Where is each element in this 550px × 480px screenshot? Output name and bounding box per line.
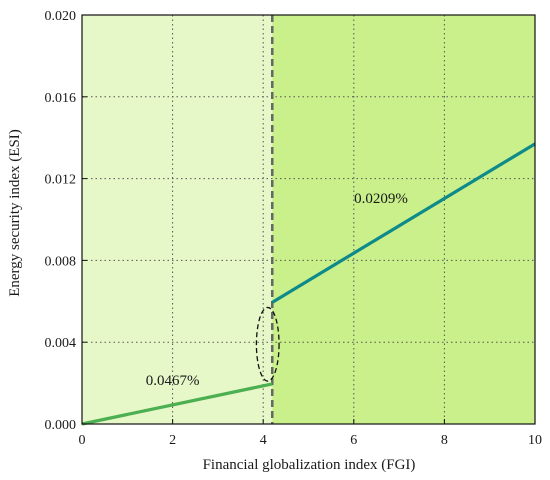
x-axis-title: Financial globalization index (FGI) xyxy=(203,457,416,473)
x-tick-label-4: 8 xyxy=(441,433,448,448)
series-line-1 xyxy=(81,382,273,426)
jump-marker-ellipse xyxy=(255,306,280,382)
plot-frame xyxy=(81,14,536,425)
y-tick-label-2: 0.008 xyxy=(45,254,77,269)
x-tick-label-1: 2 xyxy=(169,433,176,448)
y-tick-label-0: 0.000 xyxy=(45,418,77,433)
x-tick-label-2: 4 xyxy=(260,433,267,448)
region-2 xyxy=(272,15,535,424)
y-tick-label-3: 0.012 xyxy=(45,173,77,188)
y-tick-label-4: 0.016 xyxy=(45,91,77,106)
x-tick-label-5: 10 xyxy=(528,433,542,448)
y-tick-label-1: 0.004 xyxy=(45,336,77,351)
y-tick-label-5: 0.020 xyxy=(45,9,77,24)
region-1 xyxy=(82,15,273,424)
slope-annotation-1: 0.0467% xyxy=(146,373,200,389)
slope-annotation-2: 0.0209% xyxy=(354,191,408,207)
x-tick-label-0: 0 xyxy=(79,433,86,448)
series-line-2 xyxy=(271,142,536,304)
x-tick-label-3: 6 xyxy=(350,433,357,448)
y-axis-title: Energy security index (ESI) xyxy=(7,129,23,297)
